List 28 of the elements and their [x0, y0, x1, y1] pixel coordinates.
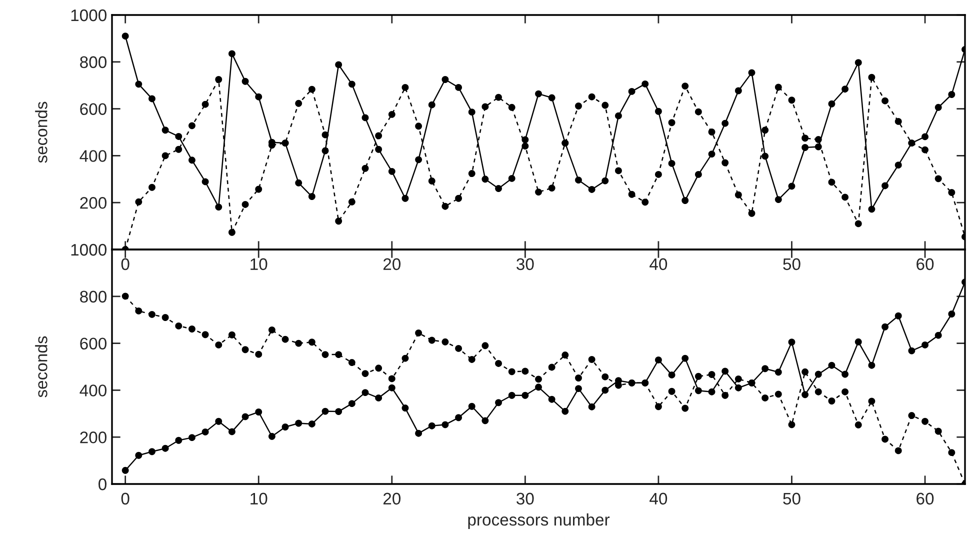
x-tick-label: 20 — [383, 258, 401, 270]
x-tick-label: 0 — [121, 258, 130, 270]
y-tick-label: 200 — [80, 432, 106, 444]
x-tick-label: 60 — [916, 258, 934, 270]
y-tick-label: 600 — [80, 338, 106, 350]
x-tick-label: 10 — [250, 258, 268, 270]
x-tick-label: 60 — [916, 492, 934, 505]
x-tick-label: 10 — [250, 492, 268, 505]
x-tick-label: 50 — [783, 492, 800, 505]
y-tick-label: 400 — [80, 150, 106, 162]
x-tick-label: 40 — [650, 258, 668, 270]
y-axis-title: seconds — [35, 336, 48, 398]
y-tick-label: 400 — [80, 384, 106, 396]
x-tick-label: 50 — [783, 258, 800, 270]
y-tick-label: 1000 — [71, 9, 106, 22]
y-tick-label: 0 — [98, 478, 106, 490]
y-tick-label: 800 — [80, 56, 106, 68]
x-tick-label: 30 — [516, 258, 534, 270]
y-tick-label: 1000 — [71, 244, 106, 256]
y-tick-label: 200 — [80, 197, 106, 209]
x-tick-label: 30 — [516, 492, 534, 505]
y-tick-label: 600 — [80, 103, 106, 116]
x-tick-label: 0 — [121, 492, 130, 505]
x-axis-title: processors number — [468, 513, 610, 529]
x-tick-label: 40 — [650, 492, 668, 505]
x-tick-label: 20 — [383, 492, 401, 505]
y-axis-title: seconds — [35, 102, 48, 163]
y-tick-label: 800 — [80, 290, 106, 303]
